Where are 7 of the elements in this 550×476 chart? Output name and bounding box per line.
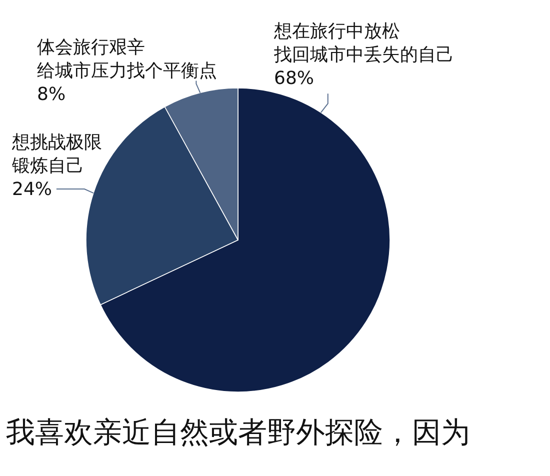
slice-label: 想挑战极限锻炼自己 xyxy=(11,132,102,176)
slice-label: 想在旅行中放松找回城市中丢失的自己 xyxy=(273,21,454,66)
text: 我喜欢亲近自然或者野外探险，因为 xyxy=(6,415,470,450)
data-label: 8% xyxy=(37,84,66,105)
data-label: 24% xyxy=(12,178,52,200)
slice-label: 体会旅行艰辛给城市压力找个平衡点 xyxy=(37,37,217,82)
data-label: 68% xyxy=(274,68,314,89)
